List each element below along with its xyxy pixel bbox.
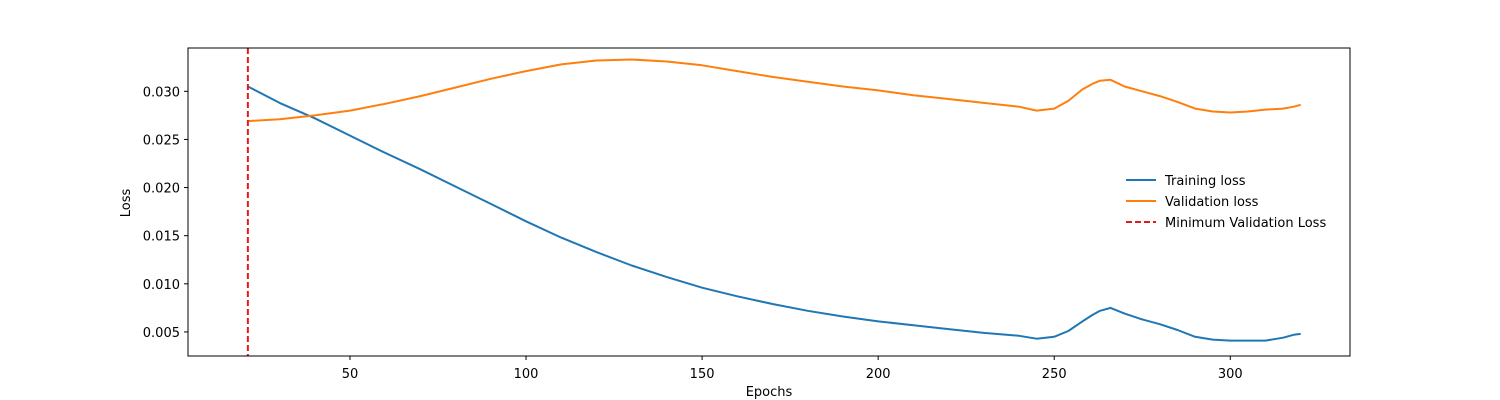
y-tick-label: 0.025: [143, 133, 180, 148]
validation-loss-line: [247, 58, 1301, 123]
legend-label-min-val-loss: Minimum Validation Loss: [1165, 216, 1326, 231]
x-tick-label: 300: [1218, 367, 1243, 382]
x-tick-label: 150: [690, 367, 715, 382]
y-tick-label: 0.030: [143, 85, 180, 100]
y-tick-label: 0.010: [143, 278, 180, 293]
y-tick-label: 0.005: [143, 326, 180, 341]
training-loss-line: [247, 85, 1301, 342]
x-axis-ticks: 50 100 150 200 250 300: [342, 356, 1243, 382]
series-lines: [246, 48, 1301, 356]
y-tick-label: 0.015: [143, 230, 180, 245]
plot-area: [188, 48, 1350, 356]
legend-label-training: Training loss: [1164, 174, 1246, 189]
plot-frame: [187, 47, 1351, 357]
x-tick-label: 200: [866, 367, 891, 382]
y-axis-label: Loss: [119, 189, 134, 218]
x-tick-label: 50: [342, 367, 359, 382]
x-axis-label: Epochs: [746, 385, 793, 400]
x-tick-label: 250: [1042, 367, 1067, 382]
x-tick-label: 100: [514, 367, 539, 382]
legend: Training loss Validation loss Minimum Va…: [1126, 174, 1326, 231]
legend-label-validation: Validation loss: [1165, 195, 1259, 210]
y-axis-ticks: 0.005 0.010 0.015 0.020 0.025 0.030: [143, 85, 188, 341]
y-tick-label: 0.020: [143, 182, 180, 197]
